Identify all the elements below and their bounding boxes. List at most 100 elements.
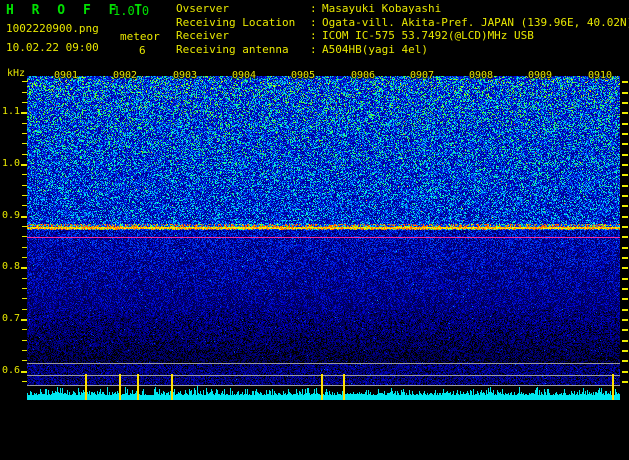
info-sep-receiver: : (310, 29, 322, 43)
y-axis-tick-minor (22, 236, 27, 237)
right-axis-tick (622, 174, 628, 176)
right-axis-tick (622, 371, 628, 373)
info-key-receiving-antenna: Receiving antenna (176, 43, 310, 57)
y-axis-tick-label: 0.8 (2, 262, 20, 272)
x-axis-time-label: 0905 (291, 70, 315, 81)
x-axis-time-label: 0910 (588, 70, 612, 81)
header-bar: H R O F F T 1.0.0 1002220900.png 10.02.2… (0, 0, 629, 68)
right-axis-tick (622, 164, 628, 166)
right-axis-tick (622, 236, 628, 238)
date-time: 10.02.22 09:00 (6, 41, 99, 54)
y-axis-tick-minor (22, 143, 27, 144)
y-axis-tick-minor (22, 288, 27, 289)
info-value-receiving-antenna: A504HB(yagi 4el) (322, 43, 428, 57)
hrofft-window: H R O F F T 1.0.0 1002220900.png 10.02.2… (0, 0, 629, 400)
x-axis-time-label: 0909 (528, 70, 552, 81)
info-sep-receiving-antenna: : (310, 43, 322, 57)
y-axis-tick-label: 0.7 (2, 314, 20, 324)
y-axis-tick-minor (22, 340, 27, 341)
info-key-receiver: Receiver (176, 29, 310, 43)
right-axis-tick (622, 298, 628, 300)
right-axis-tick (622, 257, 628, 259)
meteor-count: 6 (139, 44, 146, 57)
right-axis-tick (622, 123, 628, 125)
info-row-receiving-antenna: Receiving antenna : A504HB(yagi 4el) (176, 43, 629, 57)
y-axis-tick-minor (22, 205, 27, 206)
y-axis-tick-major (21, 267, 27, 269)
right-axis-tick (622, 143, 628, 145)
meteor-event-marker (85, 374, 87, 400)
right-axis-tick (622, 81, 628, 83)
right-axis-tick (622, 92, 628, 94)
info-value-receiver: ICOM IC-575 53.7492(@LCD)MHz USB (322, 29, 534, 43)
y-axis-tick-minor (22, 360, 27, 361)
info-row-receiver: Receiver : ICOM IC-575 53.7492(@LCD)MHz … (176, 29, 629, 43)
right-axis-tick (622, 381, 628, 383)
right-axis-tick (622, 340, 628, 342)
info-value-receiving-location: Ogata-vill. Akita-Pref. JAPAN (139.96E, … (322, 16, 629, 30)
y-axis-tick-minor (22, 226, 27, 227)
meteor-event-marker (171, 374, 173, 400)
y-axis-tick-minor (22, 123, 27, 124)
right-axis-tick (622, 309, 628, 311)
meteor-event-marker (119, 374, 121, 400)
y-axis-tick-minor (22, 185, 27, 186)
app-version: 1.0.0 (113, 4, 149, 18)
info-key-receiving-location: Receiving Location (176, 16, 310, 30)
info-sep-observer: : (310, 2, 322, 16)
info-row-receiving-location: Receiving Location : Ogata-vill. Akita-P… (176, 16, 629, 30)
x-axis-time-label: 0904 (232, 70, 256, 81)
amplitude-histogram-canvas (27, 386, 620, 400)
x-axis-time-label: 0908 (469, 70, 493, 81)
station-info-table: Ovserver : Masayuki Kobayashi Receiving … (176, 2, 629, 56)
x-axis-time-labels: 0901 0902 0903 0904 0905 0906 0907 0908 0909 0910 (0, 68, 629, 82)
x-axis-time-label: 0907 (410, 70, 434, 81)
right-axis-tick (622, 154, 628, 156)
y-axis-tick-minor (22, 278, 27, 279)
right-axis-tick (622, 205, 628, 207)
y-axis-tick-major (21, 319, 27, 321)
y-axis-tick-major (21, 371, 27, 373)
spectrogram-canvas (27, 76, 620, 460)
x-axis-time-label: 0903 (173, 70, 197, 81)
right-axis-tick (622, 112, 628, 114)
y-axis-tick-minor (22, 247, 27, 248)
right-axis-tick (622, 360, 628, 362)
right-axis-tick (622, 216, 628, 218)
x-axis-time-label: 0902 (113, 70, 137, 81)
meteor-event-marker (612, 374, 614, 400)
x-axis-time-label: 0901 (54, 70, 78, 81)
y-axis-tick-major (21, 112, 27, 114)
y-axis-tick-minor (22, 92, 27, 93)
y-axis: kHz 1.1 1.0 0.9 0.8 0.7 0.6 (0, 68, 27, 400)
meteor-label: meteor (120, 30, 160, 43)
y-axis-tick-minor (22, 133, 27, 134)
x-axis-time-label: 0906 (351, 70, 375, 81)
spectrogram-panel: kHz 1.1 1.0 0.9 0.8 0.7 0.6 0901 0902 0903 0904 0… (0, 68, 629, 400)
separator-line-1 (27, 363, 620, 364)
y-axis-tick-minor (22, 102, 27, 103)
y-axis-tick-minor (22, 309, 27, 310)
info-sep-receiving-location: : (310, 16, 322, 30)
info-row-observer: Ovserver : Masayuki Kobayashi (176, 2, 629, 16)
right-axis-tick (622, 102, 628, 104)
separator-line-2 (27, 375, 620, 376)
right-axis-tick (622, 267, 628, 269)
right-axis-tick (622, 185, 628, 187)
y-axis-tick-minor (22, 154, 27, 155)
file-name: 1002220900.png (6, 22, 99, 35)
meteor-event-marker (137, 374, 139, 400)
right-axis-tick (622, 319, 628, 321)
right-axis-tick (622, 350, 628, 352)
right-axis-tick (622, 195, 628, 197)
y-axis-tick-label: 0.6 (2, 366, 20, 376)
right-axis-tick (622, 226, 628, 228)
carrier-line-annotation (27, 237, 620, 238)
y-axis-tick-minor (22, 195, 27, 196)
y-axis-tick-label: 1.0 (2, 159, 20, 169)
y-axis-tick-label: 0.9 (2, 211, 20, 221)
right-axis-tick (622, 278, 628, 280)
y-axis-tick-minor (22, 381, 27, 382)
y-axis-tick-major (21, 164, 27, 166)
right-axis-tick (622, 133, 628, 135)
